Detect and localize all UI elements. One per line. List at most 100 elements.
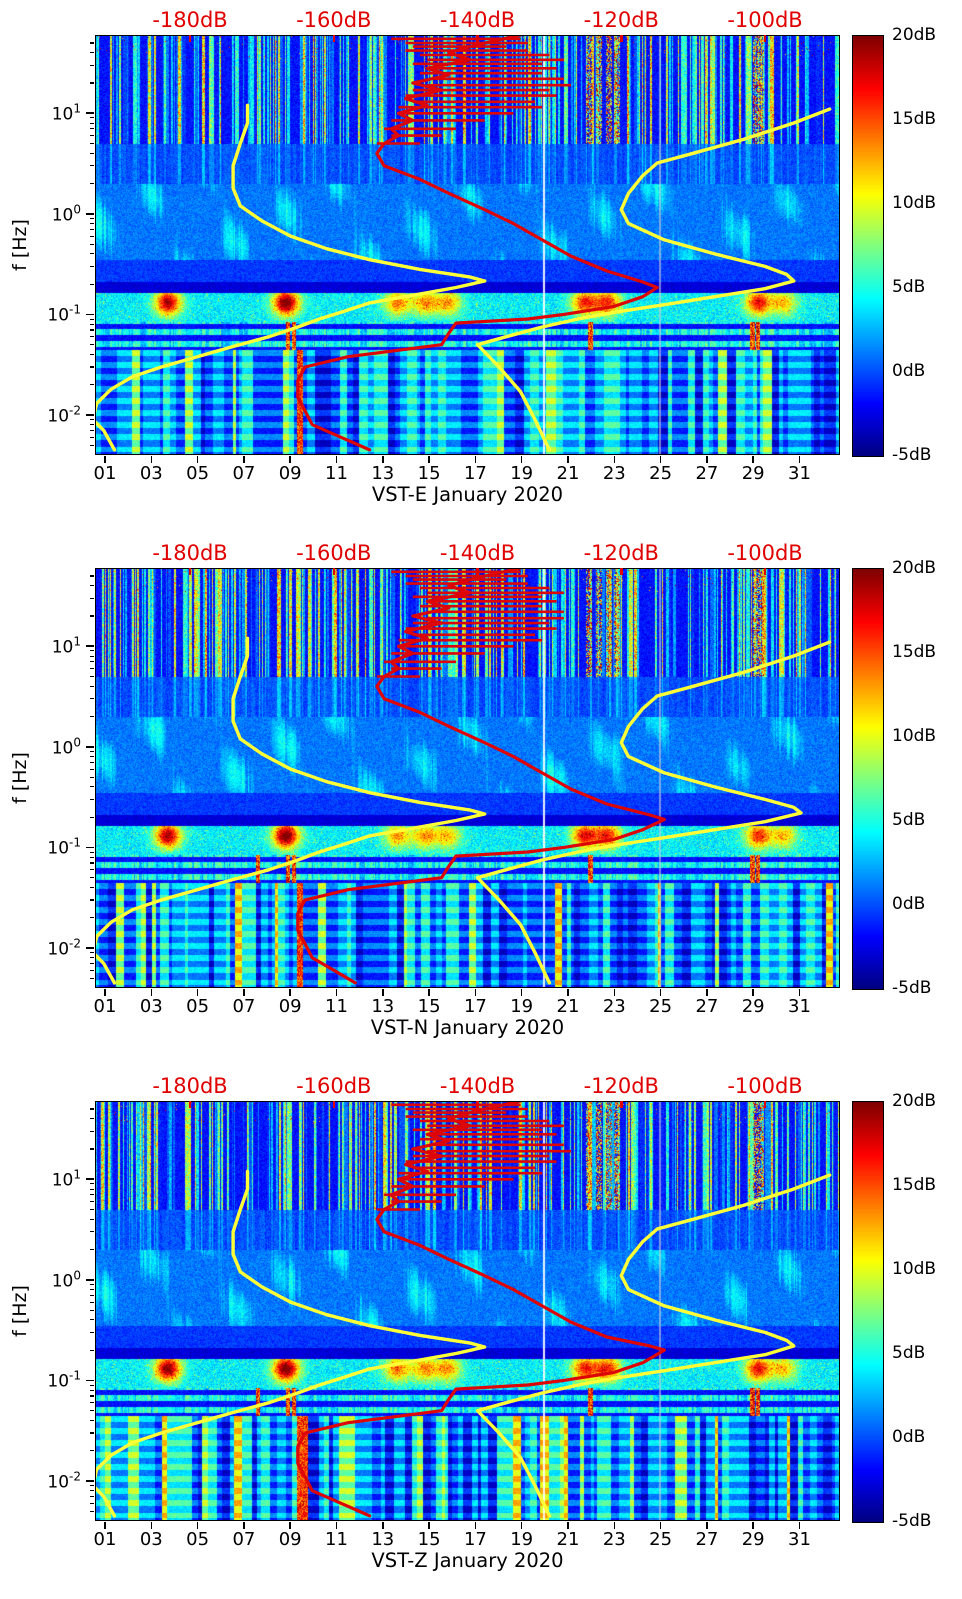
- x-tick-label: 15: [417, 463, 441, 484]
- top-db-tick-mark: [476, 1101, 479, 1108]
- x-tick-label: 19: [510, 996, 534, 1017]
- y-minor-tick: [90, 1249, 94, 1251]
- x-tick-label: 21: [556, 463, 580, 484]
- x-tick-label: 19: [510, 463, 534, 484]
- x-tick-mark: [382, 989, 384, 996]
- colorbar-tick-label: 10dB: [892, 726, 937, 746]
- colorbar-tick-label: 20dB: [892, 25, 937, 45]
- top-db-tick-label: -120dB: [583, 8, 659, 32]
- y-minor-tick: [90, 856, 94, 858]
- y-minor-tick: [90, 1183, 94, 1185]
- y-minor-tick: [90, 1283, 94, 1286]
- top-db-tick-mark: [188, 568, 192, 575]
- y-minor-tick: [90, 1510, 94, 1512]
- y-tick-label: 10-2: [47, 1469, 81, 1493]
- colorbar-tick-label: -5dB: [892, 445, 932, 465]
- y-minor-tick: [90, 756, 94, 758]
- y-minor-tick: [90, 228, 94, 230]
- y-minor-tick: [90, 963, 94, 965]
- y-minor-tick: [90, 750, 94, 753]
- x-tick-label: 11: [325, 1529, 348, 1550]
- plot-area: [95, 568, 840, 988]
- y-minor-tick: [90, 318, 94, 320]
- x-tick-label: 17: [463, 996, 487, 1017]
- y-minor-tick: [90, 698, 94, 700]
- x-tick-label: 03: [139, 1529, 163, 1550]
- plot-area: [95, 1101, 840, 1521]
- y-tick-label: 101: [51, 101, 81, 125]
- x-tick-mark: [428, 1522, 430, 1529]
- x-tick-mark: [150, 989, 153, 996]
- x-tick-mark: [196, 989, 199, 996]
- top-db-tick-label: -180dB: [152, 8, 228, 32]
- x-tick-mark: [752, 456, 754, 463]
- y-minor-tick: [90, 1349, 94, 1351]
- spectrogram-canvas: [95, 35, 840, 455]
- y-minor-tick: [90, 716, 94, 718]
- x-tick-label: 31: [788, 463, 811, 484]
- colorbar-tick-label: 10dB: [892, 193, 937, 213]
- x-tick-label: 01: [93, 996, 117, 1017]
- x-tick-label: 17: [463, 1529, 487, 1550]
- panel-title: VST-Z January 2020: [371, 1549, 564, 1572]
- spectrogram-canvas: [95, 1101, 840, 1521]
- y-minor-tick: [90, 1218, 94, 1220]
- top-db-tick-mark: [332, 1101, 336, 1108]
- y-minor-tick: [90, 183, 94, 185]
- y-minor-tick: [90, 1294, 94, 1296]
- y-major-tick: [86, 112, 94, 115]
- y-tick-label: 10-1: [47, 303, 81, 326]
- top-db-tick-label: -140dB: [439, 1074, 516, 1098]
- y-minor-tick: [90, 1130, 94, 1132]
- y-tick-label: 10-1: [47, 836, 81, 859]
- colorbar-tick-label: 0dB: [892, 894, 926, 914]
- colorbar-tick-label: 20dB: [892, 1091, 937, 1111]
- y-minor-tick: [90, 135, 94, 137]
- colorbar-tick-label: 0dB: [892, 361, 926, 381]
- x-tick-label: 09: [278, 996, 302, 1017]
- y-minor-tick: [90, 685, 94, 687]
- y-minor-tick: [90, 776, 94, 778]
- y-minor-tick: [90, 1496, 94, 1498]
- y-minor-tick: [90, 877, 94, 879]
- y-minor-tick: [90, 353, 94, 356]
- y-minor-tick: [90, 969, 94, 971]
- colorbar: [852, 1101, 884, 1523]
- y-minor-tick: [90, 597, 94, 599]
- x-tick-label: 07: [232, 463, 256, 484]
- y-minor-tick: [90, 1384, 94, 1386]
- y-axis-ticks: 101 100 10-1 10-2: [0, 1101, 94, 1521]
- y-tick-label: 100: [51, 735, 81, 759]
- y-minor-tick: [90, 419, 94, 421]
- y-minor-tick: [90, 1148, 94, 1150]
- x-tick-mark: [613, 456, 616, 463]
- x-tick-mark: [196, 1522, 199, 1529]
- y-minor-tick: [90, 668, 94, 670]
- top-db-tick-mark: [620, 1101, 623, 1108]
- top-db-tick-mark: [332, 35, 336, 42]
- x-tick-label: 13: [371, 463, 395, 484]
- y-minor-tick: [90, 1231, 94, 1233]
- x-tick-mark: [150, 1522, 153, 1529]
- top-db-tick-label: -180dB: [152, 541, 228, 565]
- colorbar-tick-label: 0dB: [892, 1427, 926, 1447]
- y-minor-tick: [90, 283, 94, 285]
- x-tick-label: 15: [417, 1529, 441, 1550]
- y-minor-tick: [90, 761, 94, 763]
- y-tick-label: 101: [51, 634, 81, 658]
- x-tick-mark: [659, 989, 662, 996]
- y-minor-tick: [90, 1419, 94, 1422]
- y-minor-tick: [90, 235, 94, 237]
- x-tick-label: 27: [695, 996, 719, 1017]
- colorbar-labels: 20dB 15dB 10dB 5dB 0dB -5dB: [892, 1091, 962, 1531]
- y-major-tick: [86, 645, 94, 648]
- red-psd-curve: [296, 1101, 667, 1518]
- top-db-tick-label: -120dB: [583, 1074, 659, 1098]
- y-minor-tick: [90, 1309, 94, 1311]
- x-tick-label: 07: [232, 996, 256, 1017]
- x-tick-mark: [382, 456, 384, 463]
- x-tick-label: 21: [556, 1529, 580, 1550]
- colorbar-labels: 20dB 15dB 10dB 5dB 0dB -5dB: [892, 25, 962, 465]
- y-major-tick: [86, 1379, 94, 1382]
- y-minor-tick: [90, 1331, 94, 1333]
